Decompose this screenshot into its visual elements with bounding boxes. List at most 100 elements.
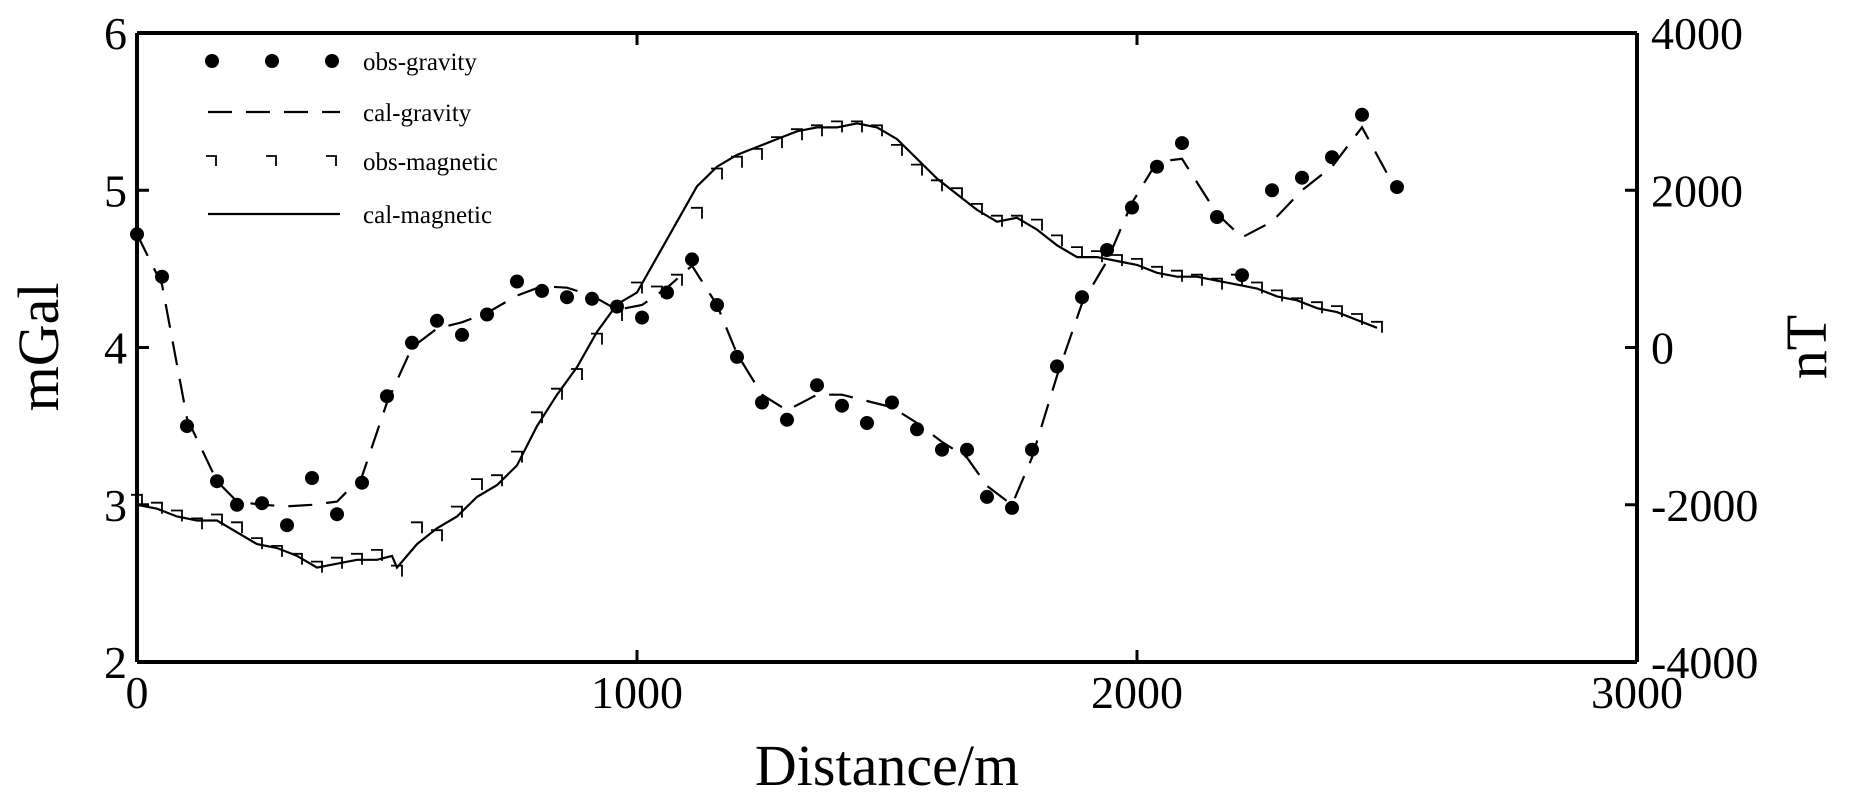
point-obs-magnetic (871, 124, 883, 137)
point-obs-magnetic (831, 120, 843, 133)
legend-marker-obs-magnetic (326, 155, 337, 166)
point-obs-gravity (885, 395, 899, 410)
point-obs-magnetic (1231, 273, 1243, 286)
point-obs-gravity (280, 518, 294, 533)
point-obs-magnetic (911, 163, 923, 176)
y-axis-left-title: mGal (6, 283, 71, 412)
legend-label-cal-gravity: cal-gravity (363, 100, 472, 127)
point-obs-gravity (510, 274, 524, 289)
axes (135, 31, 1639, 664)
point-obs-gravity (860, 416, 874, 430)
point-obs-magnetic (391, 564, 403, 577)
point-obs-magnetic (311, 560, 323, 573)
point-obs-magnetic (491, 474, 503, 487)
point-obs-gravity (230, 497, 244, 512)
legend-item-obs-magnetic: obs-magnetic (206, 149, 498, 176)
point-obs-gravity (980, 489, 994, 504)
point-obs-gravity (1175, 136, 1189, 151)
point-obs-gravity (1050, 359, 1064, 374)
legend-item-cal-gravity: cal-gravity (208, 100, 472, 127)
legend-marker-obs-gravity (205, 54, 219, 68)
legend-label-cal-magnetic: cal-magnetic (363, 202, 492, 229)
point-obs-gravity (1150, 159, 1164, 174)
point-obs-magnetic (271, 545, 283, 557)
point-obs-gravity (585, 291, 599, 306)
point-obs-magnetic (611, 309, 623, 321)
point-obs-gravity (1005, 500, 1019, 515)
point-obs-magnetic (131, 493, 143, 506)
point-obs-gravity (405, 335, 419, 350)
legend-marker-obs-gravity (325, 54, 339, 68)
y-left-tick-label: 2 (104, 637, 127, 688)
point-obs-gravity (935, 442, 949, 457)
point-obs-magnetic (1371, 320, 1383, 333)
point-obs-gravity (455, 327, 469, 342)
point-obs-magnetic (1071, 246, 1083, 259)
point-obs-gravity (685, 252, 699, 267)
point-obs-gravity (1075, 290, 1089, 305)
point-obs-gravity (1100, 243, 1114, 257)
point-obs-magnetic (591, 332, 603, 345)
point-obs-gravity (535, 283, 549, 298)
y-left-tick-label: 3 (104, 480, 127, 531)
legend: obs-gravity cal-gravity obs-magnetic cal… (205, 49, 498, 229)
point-obs-magnetic (651, 285, 663, 298)
point-obs-magnetic (931, 179, 943, 192)
y-right-tick-label: -4000 (1651, 637, 1758, 688)
point-obs-gravity (635, 310, 649, 325)
point-obs-magnetic (811, 124, 823, 137)
point-obs-gravity (1325, 150, 1339, 165)
point-obs-magnetic (851, 120, 863, 133)
legend-marker-obs-magnetic (206, 155, 217, 166)
y-right-tick-label: 0 (1651, 323, 1674, 374)
ticks: 0 1000 2000 3000 2 3 4 5 6 -4000 -2000 0 2000 4000 (104, 8, 1758, 718)
point-obs-gravity (560, 290, 574, 305)
point-obs-gravity (155, 269, 169, 284)
x-tick-label: 0 (126, 667, 149, 718)
x-tick-label: 1000 (591, 667, 683, 718)
x-tick-label: 2000 (1091, 667, 1183, 718)
point-obs-magnetic (1291, 297, 1303, 310)
point-obs-magnetic (471, 478, 483, 491)
y-left-tick-label: 4 (104, 323, 127, 374)
point-obs-magnetic (331, 556, 343, 569)
point-obs-gravity (1355, 107, 1369, 122)
point-obs-gravity (730, 349, 744, 364)
point-obs-magnetic (951, 187, 963, 200)
point-obs-magnetic (211, 513, 223, 526)
point-obs-gravity (755, 395, 769, 410)
point-obs-gravity (780, 412, 794, 427)
point-obs-gravity (1295, 170, 1309, 185)
point-obs-magnetic (1211, 277, 1223, 290)
series-line-cal-magnetic (136, 122, 1378, 570)
y-left-tick-label: 6 (104, 8, 127, 59)
point-obs-magnetic (191, 517, 203, 530)
point-obs-magnetic (1051, 234, 1063, 247)
point-obs-magnetic (671, 273, 683, 286)
y-right-tick-label: 2000 (1651, 165, 1743, 216)
point-obs-magnetic (1011, 214, 1023, 227)
point-obs-gravity (910, 422, 924, 437)
point-obs-magnetic (451, 505, 463, 518)
point-obs-magnetic (231, 521, 243, 534)
point-obs-gravity (255, 496, 269, 511)
point-obs-magnetic (791, 128, 803, 141)
point-obs-gravity (835, 398, 849, 413)
point-obs-gravity (1265, 183, 1279, 198)
point-obs-magnetic (351, 552, 363, 565)
point-obs-magnetic (991, 214, 1003, 227)
legend-item-cal-magnetic: cal-magnetic (208, 202, 492, 229)
point-obs-magnetic (1191, 273, 1203, 286)
point-obs-gravity (810, 378, 824, 393)
point-obs-magnetic (1031, 218, 1043, 231)
point-obs-magnetic (371, 549, 383, 561)
series-line-cal-gravity (136, 125, 1398, 508)
point-obs-gravity (305, 471, 319, 485)
x-tick-label: 3000 (1591, 667, 1683, 718)
point-obs-gravity (1210, 210, 1224, 224)
point-obs-magnetic (411, 521, 423, 534)
point-obs-gravity (430, 313, 444, 328)
point-obs-gravity (180, 419, 194, 434)
point-obs-magnetic (751, 148, 763, 160)
